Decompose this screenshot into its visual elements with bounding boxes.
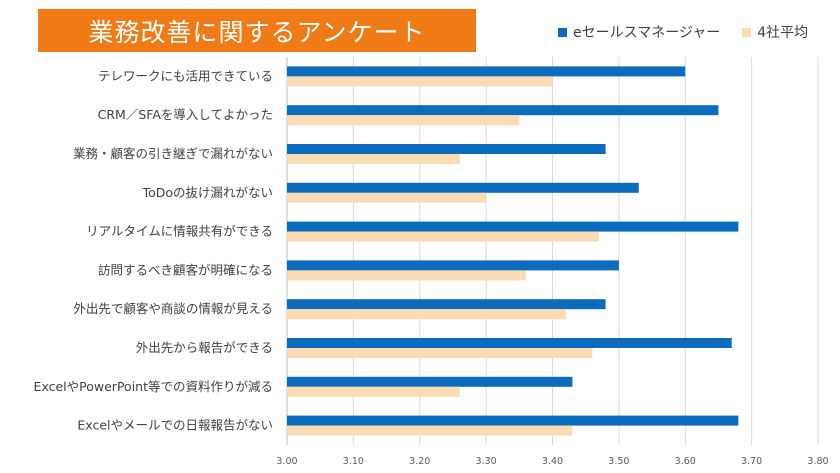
category-label: リアルタイムに情報共有ができる: [86, 224, 273, 239]
bar-average: [287, 231, 599, 242]
bar-esales: [287, 415, 739, 426]
bar-average: [287, 425, 573, 436]
x-tick-label: 3.40: [542, 456, 563, 467]
bar-average: [287, 386, 460, 397]
category-label: CRM／SFAを導入してよかった: [98, 107, 273, 122]
bar-average: [287, 154, 460, 164]
x-tick-label: 3.60: [675, 456, 696, 467]
category-label: 外出先で顧客や商談の情報が見える: [73, 301, 273, 316]
bar-esales: [287, 144, 606, 154]
x-tick-label: 3.50: [608, 456, 629, 467]
category-label: 業務・顧客の引き継ぎで漏れがない: [73, 146, 273, 161]
category-label: テレワークにも活用できている: [98, 68, 273, 83]
bar-esales: [287, 221, 739, 232]
legend: eセールスマネージャー 4社平均: [558, 22, 830, 42]
bar-average: [287, 115, 520, 126]
bar-average: [287, 76, 553, 87]
category-label: ExcelやPowerPoint等での資料作りが減る: [34, 379, 273, 394]
x-tick-label: 3.00: [276, 456, 297, 467]
x-tick-label: 3.30: [476, 456, 497, 467]
legend-label-average: 4社平均: [757, 25, 809, 41]
bar-average: [287, 270, 526, 281]
bar-average: [287, 309, 566, 320]
x-tick-label: 3.70: [741, 456, 762, 467]
bar-esales: [287, 376, 573, 387]
category-label: 訪問するべき顧客が明確になる: [98, 262, 273, 277]
bar-esales: [287, 260, 619, 271]
bar-esales: [287, 299, 606, 310]
bar-esales: [287, 66, 686, 77]
bar-esales: [287, 105, 719, 116]
legend-item-average: 4社平均: [742, 22, 808, 42]
bar-esales: [287, 182, 639, 193]
legend-swatch-esales: [558, 27, 567, 37]
category-label: ToDoの抜け漏れがない: [142, 185, 273, 200]
legend-item-esales: eセールスマネージャー: [558, 22, 720, 42]
x-tick-label: 3.80: [807, 456, 828, 467]
chart-title: 業務改善に関するアンケート: [38, 9, 476, 52]
bar-average: [287, 348, 593, 358]
x-tick-label: 3.20: [409, 456, 430, 467]
category-label: 外出先から報告ができる: [136, 340, 273, 355]
x-tick-label: 3.10: [343, 456, 364, 467]
bar-average: [287, 192, 487, 203]
bar-esales: [287, 338, 732, 348]
category-label: Excelやメールでの日報報告がない: [77, 418, 273, 433]
legend-label-esales: eセールスマネージャー: [573, 25, 721, 41]
legend-swatch-average: [742, 27, 752, 37]
